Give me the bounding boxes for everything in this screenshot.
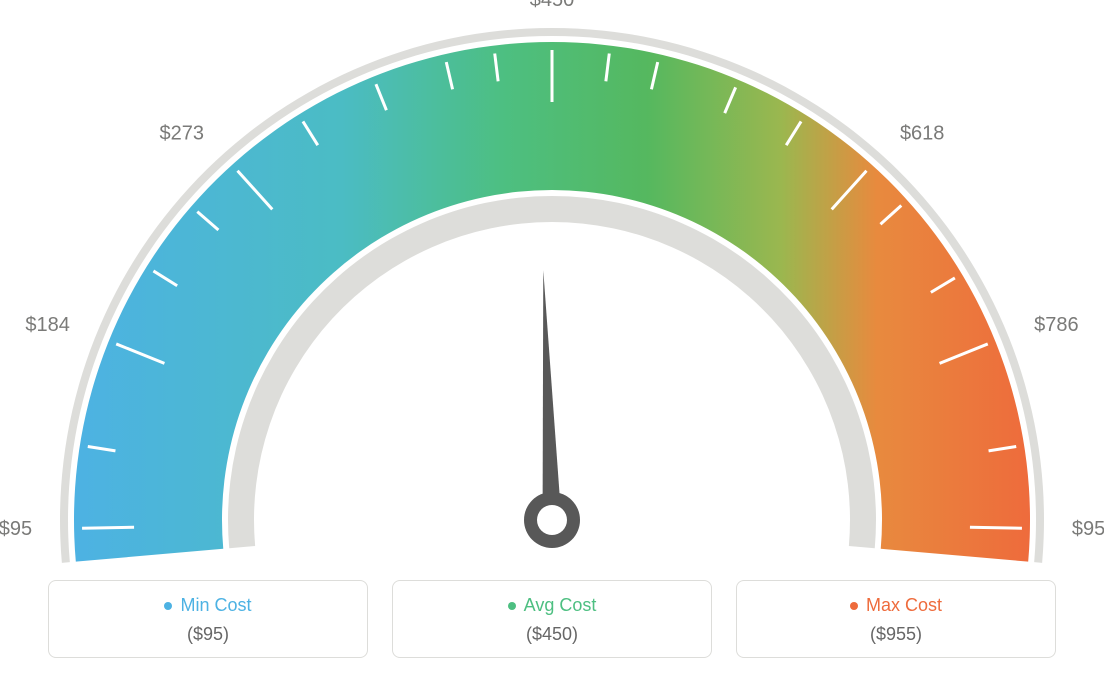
legend-dot-avg	[508, 602, 516, 610]
legend-card-avg: Avg Cost ($450)	[392, 580, 712, 658]
legend-value-max: ($955)	[747, 624, 1045, 645]
legend-title-min-text: Min Cost	[180, 595, 251, 616]
svg-text:$618: $618	[900, 123, 945, 145]
legend-value-min: ($95)	[59, 624, 357, 645]
legend-title-max-text: Max Cost	[866, 595, 942, 616]
svg-text:$273: $273	[160, 123, 205, 145]
legend-value-avg: ($450)	[403, 624, 701, 645]
cost-gauge: $95 $184 $273 $450 $618 $786 $955	[0, 0, 1104, 570]
svg-text:$450: $450	[530, 0, 575, 11]
svg-text:$95: $95	[0, 518, 32, 540]
legend-card-min: Min Cost ($95)	[48, 580, 368, 658]
legend-dot-max	[850, 602, 858, 610]
gauge-container: $95 $184 $273 $450 $618 $786 $955	[0, 0, 1104, 570]
svg-text:$184: $184	[25, 314, 70, 336]
legend-title-avg-text: Avg Cost	[524, 595, 597, 616]
svg-text:$955: $955	[1072, 518, 1104, 540]
legend-dot-min	[164, 602, 172, 610]
legend-title-max: Max Cost	[850, 595, 942, 616]
legend-title-avg: Avg Cost	[508, 595, 597, 616]
svg-text:$786: $786	[1034, 314, 1079, 336]
legend-card-max: Max Cost ($955)	[736, 580, 1056, 658]
legend-title-min: Min Cost	[164, 595, 251, 616]
legend-row: Min Cost ($95) Avg Cost ($450) Max Cost …	[0, 580, 1104, 658]
